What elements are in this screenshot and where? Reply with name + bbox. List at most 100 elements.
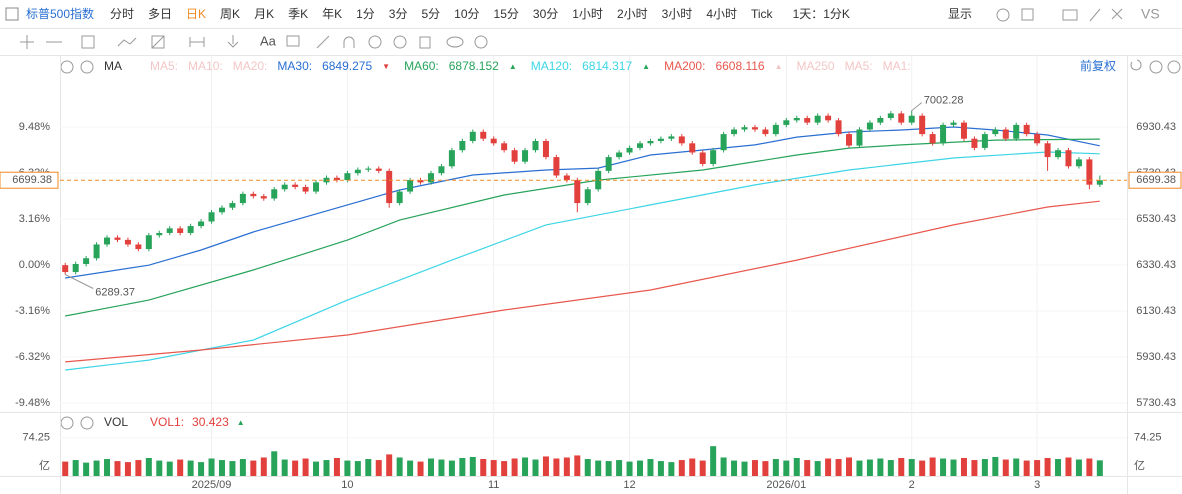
candle-body (177, 228, 184, 233)
volume-bar (281, 459, 288, 476)
settings-icon[interactable] (996, 8, 1010, 22)
period-tab[interactable]: 3分 (389, 7, 408, 21)
candle-body (981, 134, 988, 148)
link-tool[interactable] (446, 36, 464, 48)
draw-settings[interactable] (474, 35, 488, 49)
candle-body (553, 157, 560, 176)
candle-body (814, 115, 821, 123)
period-tab[interactable]: 1分 (356, 7, 375, 21)
candle-body (898, 113, 905, 123)
faded-label: MA5: (150, 59, 178, 73)
layout-icon[interactable] (1021, 8, 1034, 21)
symbol[interactable]: 标普500指数 (26, 6, 94, 21)
interval-menu[interactable]: 1天：1分K (793, 7, 850, 21)
text-tool[interactable]: Aa (260, 33, 277, 48)
period-tab[interactable]: 月K (254, 7, 274, 21)
x-tick-label: 2025/09 (192, 479, 232, 491)
period-tab[interactable]: 2小时 (617, 7, 648, 21)
delete-tool[interactable] (419, 36, 431, 49)
y-tick-label: 6330.43 (1136, 259, 1176, 271)
candle-body (459, 140, 466, 151)
candle-body (490, 138, 497, 144)
volume-bar (72, 460, 79, 476)
legend-name: MA120: (531, 59, 572, 73)
candle-body (365, 168, 372, 170)
volume-bar (1075, 459, 1082, 476)
candle-body (93, 244, 100, 259)
volume-bar (762, 461, 769, 476)
period-tab[interactable]: 季K (288, 7, 308, 21)
pen-icon[interactable] (1089, 8, 1101, 22)
hide-tool[interactable] (393, 35, 407, 49)
measure-tool[interactable] (189, 37, 205, 47)
period-tab[interactable]: 10分 (454, 7, 479, 21)
period-tab[interactable]: 4小时 (706, 7, 737, 21)
ma-close[interactable] (80, 60, 94, 74)
magnet-tool[interactable] (343, 36, 355, 48)
period-tab[interactable]: 多日 (148, 7, 172, 21)
candle-body (887, 113, 894, 119)
note-tool[interactable] (286, 35, 300, 47)
candle-body (846, 134, 853, 146)
period-tab[interactable]: 年K (322, 7, 342, 21)
cross-icon[interactable] (20, 35, 34, 49)
sync-tool[interactable] (368, 35, 382, 49)
candle-body (1096, 180, 1103, 185)
wave-tool[interactable] (117, 37, 137, 47)
candle-body (1013, 124, 1020, 139)
legend-trend: ▲ (642, 62, 650, 71)
period-tab[interactable]: 日K (186, 7, 206, 21)
candle-body (1034, 134, 1041, 144)
volume-bar (616, 460, 623, 476)
volume-bar (313, 461, 320, 476)
volume-bar (699, 460, 706, 476)
period-tab[interactable]: 3小时 (662, 7, 693, 21)
volume-bar (804, 460, 811, 476)
symbol-icon[interactable] (5, 7, 19, 21)
vs-button[interactable]: VS (1141, 6, 1160, 22)
candle-body (678, 136, 685, 144)
volume-bar (501, 461, 508, 476)
volume-bar (584, 459, 591, 476)
volume-bar (950, 459, 957, 476)
reset-icon[interactable] (1130, 59, 1142, 71)
vol-close[interactable] (80, 416, 94, 430)
volume-bar (563, 457, 570, 476)
period-tab[interactable]: 分时 (110, 7, 134, 21)
legend-trend: ▲ (509, 62, 517, 71)
x-tick-label: 12 (623, 479, 635, 491)
candle-body (563, 175, 570, 181)
period-tab[interactable]: 5分 (421, 7, 440, 21)
volume-bar (971, 460, 978, 476)
period-tab[interactable]: 周K (220, 7, 240, 21)
x-tick-label: 2026/01 (766, 479, 806, 491)
period-tab[interactable]: 1小时 (572, 7, 603, 21)
shape-tool[interactable] (81, 35, 95, 49)
adjust-mode[interactable]: 前复权 (1080, 58, 1116, 73)
volume-bar (218, 460, 225, 476)
camera-icon[interactable] (1062, 9, 1078, 21)
faded-label: MA20: (233, 59, 268, 73)
volume-bar (124, 462, 131, 476)
minimize-icon[interactable] (1149, 60, 1163, 74)
volume-bar (344, 460, 351, 476)
y-tick-label: 5930.43 (1136, 351, 1176, 363)
candle-body (605, 157, 612, 171)
volume-bar (908, 459, 915, 476)
price-tag (1128, 171, 1182, 189)
volume-bar (866, 459, 873, 476)
candle-body (532, 140, 539, 151)
period-tab[interactable]: 15分 (494, 7, 519, 21)
mark-tool[interactable] (227, 35, 239, 48)
ruler-tool[interactable] (316, 35, 330, 49)
fullscreen-icon[interactable] (1111, 8, 1123, 20)
add-icon[interactable] (1167, 60, 1181, 74)
ma-line (65, 200, 1100, 363)
fib-tool[interactable] (151, 35, 165, 49)
candle-body (1023, 124, 1030, 135)
volume-bar (981, 459, 988, 476)
volume-bar (271, 451, 278, 476)
period-tab[interactable]: Tick (751, 7, 774, 21)
display-menu[interactable]: 显示 (948, 7, 972, 21)
period-tab[interactable]: 30分 (533, 7, 558, 21)
